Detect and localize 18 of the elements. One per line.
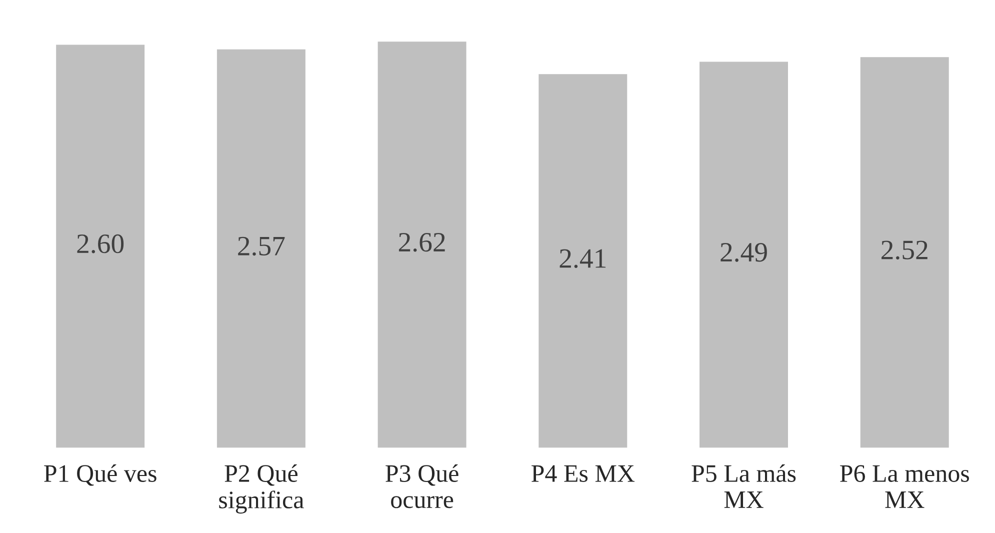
data-label: 2.57 — [238, 236, 285, 256]
x-tick-label: P3 Qué ocurre — [386, 464, 458, 508]
data-label: 2.62 — [398, 232, 445, 252]
data-label: 2.60 — [77, 234, 124, 254]
x-tick-label: P6 La menos MX — [840, 465, 969, 508]
bar — [378, 42, 466, 448]
bar — [538, 74, 628, 448]
bar — [56, 44, 145, 448]
x-tick-label: P1 Qué ves — [44, 464, 156, 486]
x-tick-label: P5 La más MX — [692, 464, 796, 508]
data-label: 2.52 — [882, 240, 928, 260]
bar — [216, 49, 306, 448]
bar — [700, 62, 788, 448]
bar — [860, 57, 949, 448]
x-tick-label: P4 Es MX — [532, 465, 635, 482]
data-label: 2.41 — [560, 249, 606, 268]
data-label: 2.49 — [720, 243, 767, 262]
x-tick-label: P2 Qué significa — [219, 464, 304, 514]
